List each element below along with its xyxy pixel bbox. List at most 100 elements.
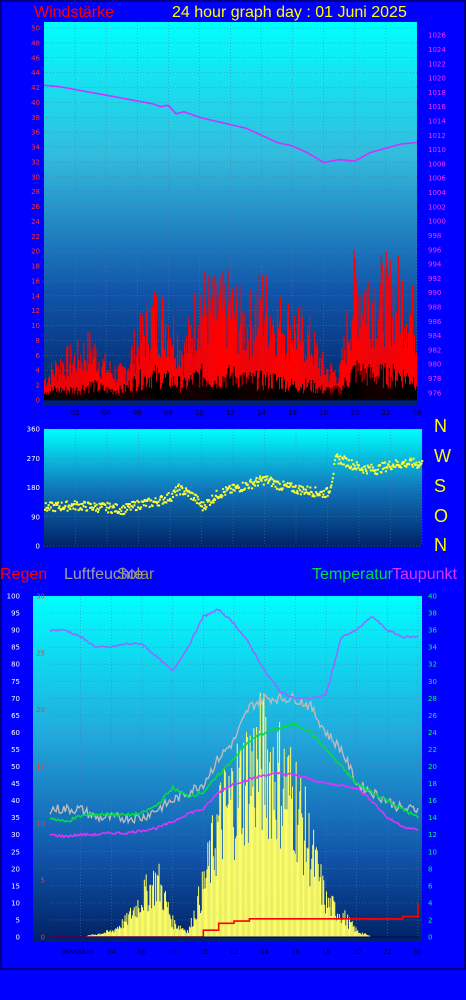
pressure-tick-label: 1004 [428, 189, 446, 197]
wind-bar [200, 295, 202, 400]
wind-bar [364, 288, 366, 400]
humidity-tick-label: 75 [11, 678, 20, 686]
solar-bar [121, 919, 123, 937]
gust-bar [224, 377, 226, 400]
direction-point [394, 465, 397, 468]
solar-bar [111, 930, 113, 937]
gust-bar [231, 372, 233, 400]
wind-bar [53, 373, 55, 400]
wind-bar [414, 355, 417, 400]
wind-bar [94, 343, 96, 400]
direction-point [354, 467, 357, 470]
wind-bar [115, 382, 117, 400]
solar-bar [287, 756, 289, 937]
wind-bar [307, 325, 309, 400]
solar-bar [195, 919, 197, 937]
gust-bar [338, 393, 340, 400]
solar-bar [367, 935, 369, 937]
wind-bar [235, 285, 237, 400]
wind-tick-label: 20 [31, 248, 40, 256]
direction-point [256, 484, 259, 487]
gust-bar [415, 386, 418, 400]
gust-bar [234, 376, 236, 400]
direction-point [231, 483, 234, 486]
direction-point [410, 459, 413, 462]
direction-point [178, 488, 181, 491]
gust-bar [282, 376, 285, 400]
solar-bar [304, 786, 306, 937]
outer-frame [0, 0, 466, 970]
wind-bar [175, 357, 177, 400]
gust-bar [322, 393, 324, 400]
direction-point [161, 502, 164, 505]
wind-bar [192, 337, 194, 400]
solar-bar [326, 907, 328, 937]
direction-point [318, 494, 321, 497]
climate-x-tick: 16 [291, 948, 300, 956]
temperature-tick-label: 2 [428, 916, 432, 924]
wind-bar [84, 360, 86, 400]
direction-point [258, 477, 261, 480]
gust-bar [312, 379, 314, 400]
wind-bar [107, 370, 109, 400]
solar-bar [104, 932, 106, 937]
wind-bar [133, 330, 135, 400]
gust-bar [152, 370, 154, 400]
solar-bar [188, 932, 189, 937]
solar-bar [173, 929, 175, 937]
solar-bar [243, 742, 245, 937]
direction-point [81, 508, 84, 511]
wind-bar [155, 295, 157, 400]
direction-point [347, 459, 350, 462]
wind-tick-label: 30 [31, 173, 40, 181]
gust-bar [79, 391, 81, 400]
wind-tick-label: 28 [31, 188, 40, 196]
gust-bar [329, 388, 331, 400]
gust-bar [368, 363, 370, 400]
wind-bar [258, 273, 260, 400]
solar-bar [215, 876, 217, 937]
wind-bar [404, 340, 407, 400]
solar-bar [170, 919, 172, 937]
humidity-tick-label: 30 [11, 831, 20, 839]
wind-bar [123, 367, 125, 400]
direction-point [61, 507, 64, 510]
gust-bar [169, 386, 171, 400]
gust-bar [307, 386, 309, 400]
direction-point [280, 488, 283, 491]
direction-point [286, 482, 289, 485]
solar-bar [352, 926, 354, 937]
solar-bar [308, 813, 310, 937]
direction-point [298, 484, 301, 487]
direction-point [44, 502, 47, 505]
wind-bar [181, 350, 183, 400]
solar-bar [184, 929, 186, 937]
wind-bar [286, 311, 289, 400]
wind-bar [87, 332, 89, 400]
gust-bar [248, 375, 250, 400]
wind-bar [90, 351, 92, 400]
solar-bar [335, 915, 337, 937]
wind-bar [185, 353, 187, 400]
solar-bar [177, 925, 179, 937]
direction-tick-label: 180 [27, 484, 40, 492]
wind-bar [232, 288, 234, 400]
wind-bar [297, 324, 299, 400]
solar-bar [218, 815, 220, 937]
humidity-tick-label: 10 [11, 899, 20, 907]
direction-point [382, 468, 385, 471]
gust-bar [274, 374, 276, 400]
solar-bar [131, 915, 133, 937]
solar-bar [311, 858, 313, 937]
direction-point [403, 464, 406, 467]
solar-bar [237, 807, 239, 937]
solar-bar [154, 872, 156, 937]
direction-point [233, 483, 235, 486]
gust-bar [347, 387, 349, 400]
direction-point [307, 491, 310, 494]
compass-letter: N [434, 416, 447, 436]
solar-bar [135, 905, 137, 937]
wind-bar [60, 358, 62, 400]
direction-point [301, 490, 304, 493]
gust-bar [323, 393, 325, 400]
